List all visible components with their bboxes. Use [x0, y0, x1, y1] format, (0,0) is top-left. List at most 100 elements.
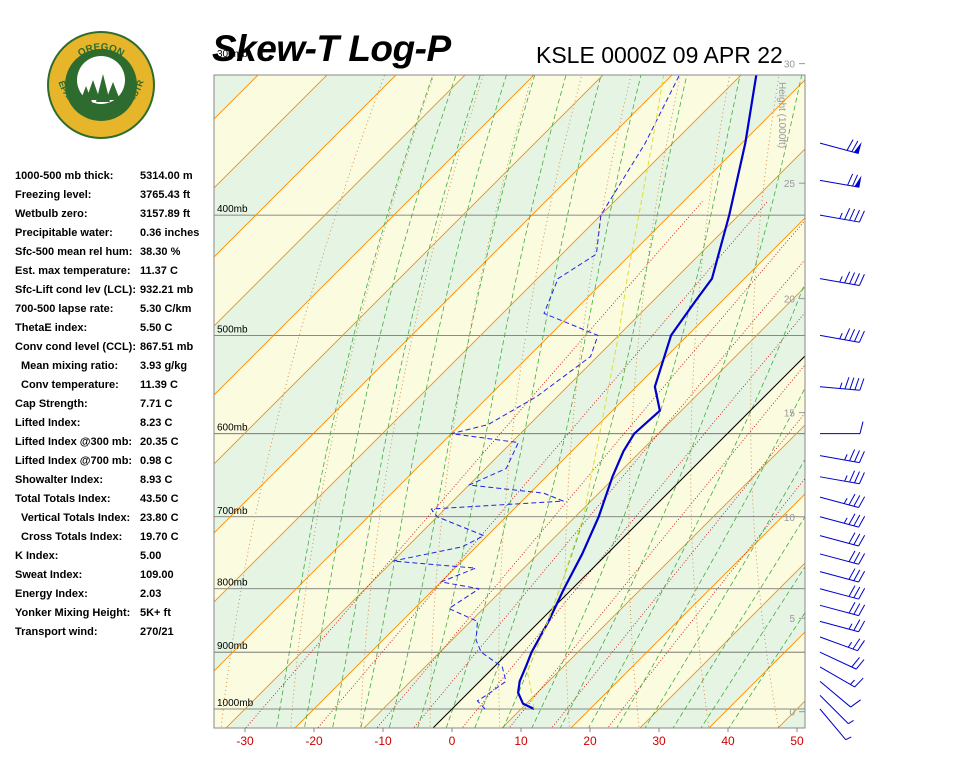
dry-adiabat-line	[220, 75, 386, 728]
temperature-trace	[516, 75, 758, 710]
wind-barb-feather	[858, 604, 866, 616]
wind-barb-feather	[858, 588, 866, 600]
wind-barb-flag	[854, 175, 862, 188]
chart-title: Skew-T Log-P	[212, 28, 451, 69]
moist-adiabat-line	[332, 75, 481, 728]
mixing-ratio-line	[508, 364, 805, 728]
wind-barb-staff	[819, 708, 847, 740]
plot-frame	[213, 74, 806, 729]
moist-adiabat-line	[531, 75, 741, 728]
height-tick-label: 30	[784, 60, 796, 71]
wind-barb-half-feather	[848, 720, 854, 725]
wind-barb-half-feather	[843, 517, 848, 524]
x-tick-label: 20	[583, 734, 597, 748]
wind-barb-feather	[844, 207, 851, 220]
wind-barb-feather	[853, 533, 861, 545]
wind-barb-feather	[853, 495, 861, 507]
mixing-ratio-line	[245, 201, 703, 728]
x-tick-label: -20	[305, 734, 323, 748]
wind-barb-feather	[852, 174, 858, 187]
dry-adiabat-line	[865, 0, 960, 750]
wind-barb	[819, 666, 864, 688]
wind-barb-half-feather	[844, 454, 848, 461]
index-value: 3.93 g/kg	[140, 360, 188, 372]
index-row: Cap Strength: 7.71 C	[15, 396, 215, 415]
index-label: Vertical Totals Index:	[21, 512, 131, 524]
wind-barb-half-feather	[839, 382, 843, 389]
index-value: 3765.43 ft	[140, 189, 191, 201]
index-label: Precipitable water:	[15, 227, 113, 239]
wind-barb	[819, 173, 862, 188]
index-label: Conv temperature:	[21, 379, 119, 391]
index-value: 270/21	[140, 626, 174, 638]
wind-barb-feather	[858, 620, 866, 632]
isotherm-line	[214, 75, 673, 534]
dry-adiabat-line	[290, 75, 435, 728]
wind-barb-feather	[851, 140, 859, 152]
index-label: ThetaE index:	[15, 322, 88, 334]
isotherm-band	[214, 75, 805, 672]
pressure-label: 800mb	[217, 578, 248, 589]
index-value: 3157.89 ft	[140, 208, 191, 220]
wind-barb-feather	[858, 451, 865, 463]
index-row: Conv temperature: 11.39 C	[15, 377, 215, 396]
grid-layer: 0.412358	[214, 0, 960, 750]
wind-barb-feather	[859, 421, 864, 434]
index-label: Energy Index:	[15, 588, 88, 600]
x-tick-label: 10	[514, 734, 528, 748]
wind-barb	[819, 636, 865, 652]
index-row: Lifted Index: 8.23 C	[15, 415, 215, 434]
wind-barb-feather	[848, 513, 856, 525]
index-value: 8.23 C	[140, 417, 173, 429]
index-row: Transport wind: 270/21	[15, 624, 215, 643]
isotherm-line	[214, 75, 466, 327]
wind-barb-staff	[819, 278, 860, 287]
wind-barb-feather	[848, 568, 856, 580]
pressure-label: 1000mb	[217, 698, 254, 709]
isotherm-line	[214, 75, 604, 465]
wind-barb-half-feather	[843, 497, 848, 504]
wind-barb-feather	[858, 553, 866, 565]
index-value: 38.30 %	[140, 246, 181, 258]
index-label: Cap Strength:	[15, 398, 88, 410]
index-value: 8.93 C	[140, 474, 173, 486]
x-tick-label: -10	[374, 734, 392, 748]
index-row: 1000-500 mb thick: 5314.00 m	[15, 168, 215, 187]
pressure-label: 300mb	[217, 49, 248, 60]
wind-barb-feather	[848, 532, 856, 544]
moist-adiabat-line	[388, 75, 536, 728]
wind-barb-staff	[819, 604, 859, 617]
wind-barb-half-feather	[839, 276, 843, 283]
wind-barb-feather	[853, 619, 861, 631]
wind-barb	[819, 651, 865, 670]
height-tick-label: 20	[784, 295, 796, 306]
wind-barb-feather	[858, 534, 866, 547]
index-label: Total Totals Index:	[15, 493, 111, 505]
wind-barb	[819, 207, 865, 223]
wind-barb-feather	[849, 470, 856, 483]
dry-adiabat-line	[429, 75, 534, 728]
wind-barb-staff	[819, 535, 859, 547]
index-label: Sfc-500 mean rel hum:	[15, 246, 133, 258]
wind-barb-feather	[853, 569, 861, 581]
index-value: 7.71 C	[140, 398, 173, 410]
height-axis-label: Height (1000ft)	[776, 82, 787, 148]
parcel-trace	[526, 75, 665, 710]
wind-barb-feather	[849, 272, 856, 285]
wind-barb	[820, 421, 864, 435]
pressure-label: 400mb	[217, 204, 248, 215]
dry-adiabat-line	[498, 75, 583, 728]
dry-adiabat-line	[809, 0, 926, 750]
wind-barb-feather	[849, 208, 856, 221]
index-row: ThetaE index: 5.50 C	[15, 320, 215, 339]
moist-adiabat-line	[445, 75, 602, 728]
isotherm-line	[501, 424, 805, 728]
index-label: Lifted Index @700 mb:	[15, 455, 133, 467]
logo-top-text: OREGON	[76, 42, 126, 59]
wind-barb-staff	[819, 553, 859, 565]
x-tick-label: -30	[236, 734, 254, 748]
isotherm-line	[639, 562, 805, 728]
wind-barb-feather	[853, 551, 861, 564]
wind-barb-half-feather	[839, 212, 843, 219]
wind-barb-half-feather	[848, 623, 853, 630]
